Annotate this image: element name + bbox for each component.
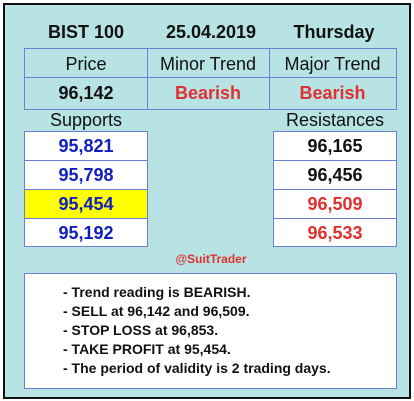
note-line: - TAKE PROFIT at 95,454. <box>63 341 231 357</box>
symbol-title: BIST 100 <box>47 22 125 42</box>
analysis-card: BIST 100 25.04.2019 Thursday Price Minor… <box>3 3 411 399</box>
grid-divider <box>269 49 270 109</box>
note-line: - The period of validity is 2 trading da… <box>63 360 331 376</box>
minor-trend-value: Bearish <box>174 83 242 103</box>
support-level: 95,798 <box>25 161 147 190</box>
support-level-highlighted: 95,454 <box>25 190 147 219</box>
support-level: 95,821 <box>25 132 147 161</box>
resistance-level: 96,509 <box>274 190 396 219</box>
resistances-table: 96,165 96,456 96,509 96,533 <box>273 131 397 247</box>
date-title: 25.04.2019 <box>165 22 257 42</box>
support-level: 95,192 <box>58 223 114 243</box>
resistance-level: 96,533 <box>307 223 363 243</box>
minor-trend-label: Minor Trend <box>159 54 257 74</box>
major-trend-label: Major Trend <box>284 54 381 74</box>
trend-grid-header-row <box>25 49 396 78</box>
price-value: 96,142 <box>58 83 114 103</box>
weekday-title: Thursday <box>293 22 375 42</box>
price-label: Price <box>65 54 107 74</box>
note-line: - STOP LOSS at 96,853. <box>63 322 219 338</box>
resistances-label: Resistances <box>285 110 385 130</box>
note-line: - SELL at 96,142 and 96,509. <box>63 303 250 319</box>
note-line: - Trend reading is BEARISH. <box>63 284 251 300</box>
trade-notes: - Trend reading is BEARISH. - SELL at 96… <box>24 273 397 389</box>
supports-label: Supports <box>49 110 123 130</box>
resistance-level: 96,456 <box>274 161 396 190</box>
major-trend-value: Bearish <box>299 83 366 103</box>
grid-divider <box>147 49 148 109</box>
resistance-level: 96,165 <box>274 132 396 161</box>
supports-table: 95,821 95,798 95,454 95,192 <box>24 131 148 247</box>
trend-grid: Price Minor Trend Major Trend 96,142 Bea… <box>24 48 397 110</box>
author-handle: @SuitTrader <box>175 252 247 266</box>
